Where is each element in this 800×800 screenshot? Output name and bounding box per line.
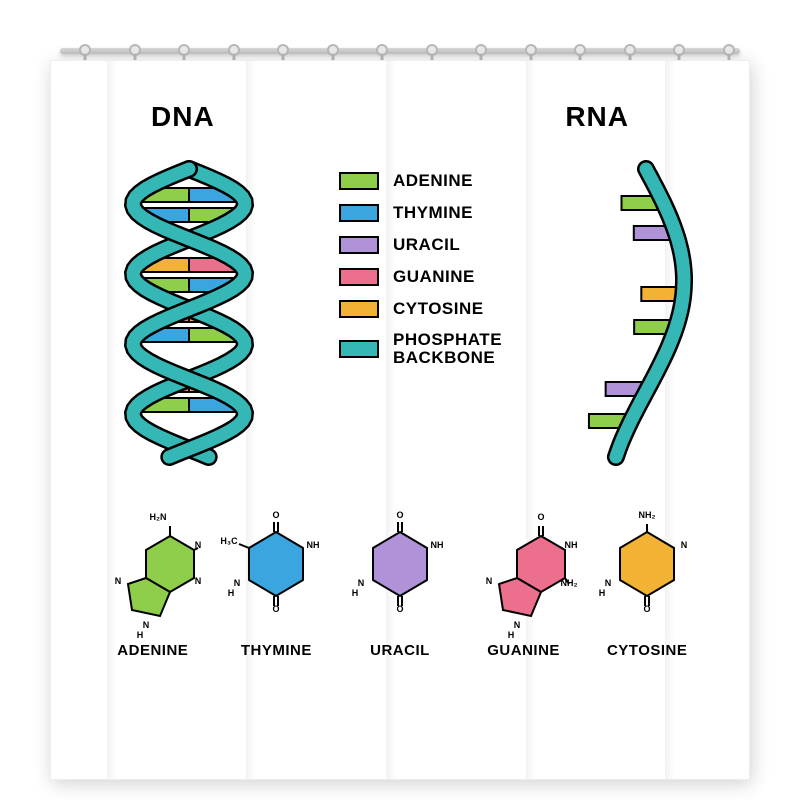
- molecule-structure-icon: H₂NNNNHN: [98, 506, 208, 636]
- svg-text:NH: NH: [430, 540, 443, 550]
- svg-text:NH₂: NH₂: [639, 510, 656, 520]
- dna-helix: [109, 169, 269, 459]
- svg-text:O: O: [537, 512, 544, 522]
- legend-label: ADENINE: [393, 171, 473, 191]
- rna-title: RNA: [565, 101, 629, 133]
- svg-text:N: N: [358, 578, 365, 588]
- legend-row: GUANINE: [339, 267, 502, 287]
- legend-label: PHOSPHATEBACKBONE: [393, 331, 502, 367]
- molecule-adenine: H₂NNNNHN ADENINE: [91, 506, 215, 741]
- molecule-thymine: ONHOH₃CNH THYMINE: [215, 506, 339, 741]
- svg-text:N: N: [605, 578, 612, 588]
- molecule-structure-icon: ONHONH: [345, 506, 455, 636]
- legend-row: ADENINE: [339, 171, 502, 191]
- molecule-structure-icon: ONHOH₃CNH: [221, 506, 331, 636]
- molecule-structure-icon: ONHNH₂NNH: [469, 506, 579, 636]
- svg-text:O: O: [396, 510, 403, 520]
- legend-row: PHOSPHATEBACKBONE: [339, 331, 502, 367]
- legend-label: THYMINE: [393, 203, 473, 223]
- dna-title: DNA: [151, 101, 215, 133]
- legend-swatch: [339, 340, 379, 358]
- molecule-label: URACIL: [370, 642, 430, 659]
- legend-swatch: [339, 236, 379, 254]
- legend-row: CYTOSINE: [339, 299, 502, 319]
- diagram-panel: DNA RNA ADENINE THYMINE URACIL GUANINE CYTOS…: [50, 60, 750, 780]
- legend-swatch: [339, 268, 379, 286]
- molecule-label: ADENINE: [117, 642, 188, 659]
- legend-row: THYMINE: [339, 203, 502, 223]
- svg-text:NH: NH: [564, 540, 577, 550]
- rna-strand: [561, 169, 671, 459]
- svg-text:N: N: [115, 576, 122, 586]
- legend-label: GUANINE: [393, 267, 475, 287]
- legend-swatch: [339, 204, 379, 222]
- svg-text:O: O: [273, 510, 280, 520]
- svg-text:NH: NH: [307, 540, 320, 550]
- molecule-label: CYTOSINE: [607, 642, 687, 659]
- svg-text:N: N: [513, 620, 520, 630]
- molecule-row: H₂NNNNHN ADENINE ONHOH₃CNH THYMINE ONHON…: [91, 506, 709, 741]
- svg-text:N: N: [234, 578, 241, 588]
- svg-text:H₂N: H₂N: [149, 512, 166, 522]
- molecule-label: THYMINE: [241, 642, 312, 659]
- svg-text:N: N: [195, 576, 202, 586]
- molecule-structure-icon: NH₂NONH: [592, 506, 702, 636]
- svg-text:H₃C: H₃C: [221, 536, 239, 546]
- molecule-label: GUANINE: [487, 642, 560, 659]
- molecule-guanine: ONHNH₂NNH GUANINE: [462, 506, 586, 741]
- molecule-cytosine: NH₂NONH CYTOSINE: [585, 506, 709, 741]
- svg-text:N: N: [681, 540, 688, 550]
- svg-text:H: H: [228, 588, 235, 598]
- svg-text:N: N: [485, 576, 492, 586]
- legend: ADENINE THYMINE URACIL GUANINE CYTOSINE PHOSP…: [339, 171, 502, 379]
- molecule-uracil: ONHONH URACIL: [338, 506, 462, 741]
- legend-label: CYTOSINE: [393, 299, 484, 319]
- canvas: DNA RNA ADENINE THYMINE URACIL GUANINE CYTOS…: [0, 0, 800, 800]
- legend-swatch: [339, 172, 379, 190]
- legend-row: URACIL: [339, 235, 502, 255]
- legend-swatch: [339, 300, 379, 318]
- legend-label: URACIL: [393, 235, 460, 255]
- svg-text:N: N: [143, 620, 150, 630]
- svg-text:H: H: [137, 630, 144, 640]
- svg-text:H: H: [352, 588, 359, 598]
- svg-text:H: H: [507, 630, 514, 640]
- svg-text:H: H: [599, 588, 606, 598]
